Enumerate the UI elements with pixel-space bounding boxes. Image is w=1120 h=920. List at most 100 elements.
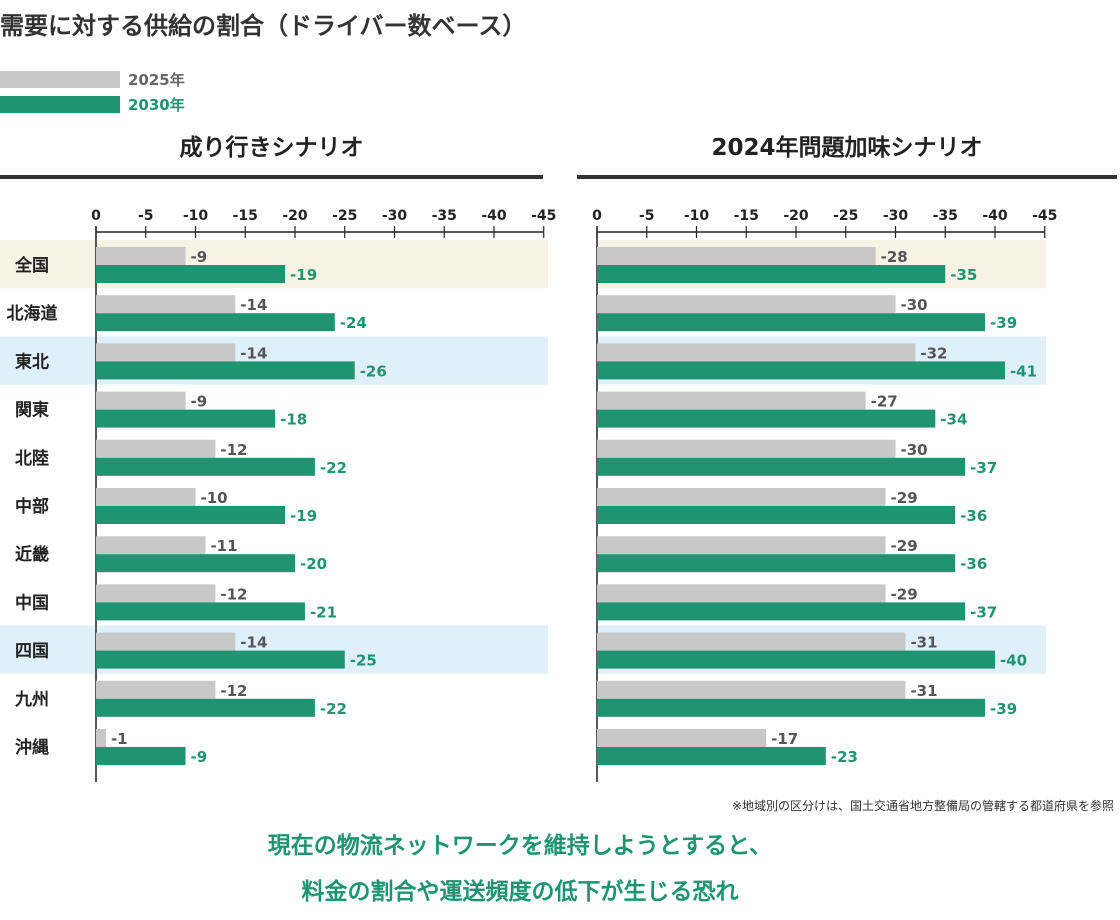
bar-value-label: -41 bbox=[1010, 362, 1037, 380]
bar-2025 bbox=[597, 632, 906, 651]
bar-value-label: -37 bbox=[970, 603, 997, 621]
bar-2025 bbox=[96, 343, 236, 362]
bar-2025 bbox=[96, 584, 216, 603]
bar-value-label: -39 bbox=[990, 314, 1017, 332]
bar-value-label: -29 bbox=[891, 537, 918, 555]
bar-value-label: -20 bbox=[300, 555, 327, 573]
bar-value-label: -36 bbox=[960, 555, 987, 573]
message-line-1: 現在の物流ネットワークを維持しようとすると、 bbox=[267, 833, 773, 859]
bar-2030 bbox=[96, 698, 315, 717]
bar-value-label: -39 bbox=[990, 700, 1017, 718]
legend-item-2030: 2030年 bbox=[0, 93, 185, 115]
bar-value-label: -36 bbox=[960, 507, 987, 525]
bar-2030 bbox=[597, 602, 966, 621]
x-tick-label: -30 bbox=[883, 208, 909, 224]
x-tick-label: -40 bbox=[481, 208, 507, 224]
x-tick-label: -5 bbox=[138, 208, 154, 224]
bar-value-label: -30 bbox=[901, 296, 928, 314]
legend: 2025年 2030年 bbox=[0, 68, 185, 118]
bar-2030 bbox=[597, 457, 966, 476]
category-label: 中部 bbox=[15, 496, 49, 517]
bar-value-label: -40 bbox=[1000, 652, 1027, 670]
bar-2030 bbox=[597, 554, 956, 573]
bar-value-label: -31 bbox=[910, 634, 937, 652]
category-label: 四国 bbox=[15, 642, 49, 662]
bar-2025 bbox=[96, 632, 236, 651]
bar-2025 bbox=[597, 439, 896, 458]
bar-value-label: -22 bbox=[320, 700, 347, 718]
category-label: 関東 bbox=[15, 400, 49, 421]
category-label: 中国 bbox=[15, 592, 49, 613]
bar-value-label: -32 bbox=[920, 344, 947, 362]
bar-value-label: -9 bbox=[191, 748, 208, 766]
bar-2030 bbox=[96, 409, 276, 428]
x-tick-label: -25 bbox=[833, 208, 858, 224]
bar-2030 bbox=[96, 265, 286, 283]
x-tick-label: -20 bbox=[783, 208, 809, 224]
category-label: 沖縄 bbox=[15, 737, 49, 758]
bar-2025 bbox=[597, 488, 886, 506]
panel-header-rule bbox=[577, 175, 1117, 179]
bar-2030 bbox=[96, 602, 305, 621]
bar-value-label: -27 bbox=[871, 393, 898, 411]
bar-value-label: -1 bbox=[111, 730, 128, 748]
bar-value-label: -12 bbox=[220, 441, 247, 459]
footnote: ※地域別の区分けは、国土交通省地方整備局の管轄する都道府県を参照 bbox=[731, 799, 1114, 813]
legend-swatch-2030 bbox=[0, 95, 120, 113]
bar-value-label: -11 bbox=[210, 537, 237, 555]
bar-2025 bbox=[96, 391, 186, 410]
bar-value-label: -9 bbox=[191, 393, 208, 411]
bar-2025 bbox=[96, 680, 216, 699]
x-tick-label: -35 bbox=[432, 208, 457, 224]
x-tick-label: -20 bbox=[282, 208, 308, 224]
bar-2030 bbox=[96, 506, 286, 524]
panel-header-rule bbox=[0, 175, 543, 179]
bar-2025 bbox=[96, 536, 206, 555]
bar-2025 bbox=[597, 391, 866, 410]
x-tick-label: -25 bbox=[332, 208, 357, 224]
bar-value-label: -34 bbox=[940, 411, 967, 429]
x-tick-label: -5 bbox=[639, 208, 655, 224]
bar-value-label: -14 bbox=[240, 634, 267, 652]
x-tick-label: -10 bbox=[684, 208, 710, 224]
bar-2030 bbox=[597, 265, 946, 283]
bar-value-label: -24 bbox=[340, 314, 367, 332]
x-tick-label: -30 bbox=[382, 208, 408, 224]
bar-2025 bbox=[597, 729, 767, 747]
bar-value-label: -35 bbox=[950, 266, 977, 284]
bar-2025 bbox=[597, 247, 876, 265]
bar-value-label: -37 bbox=[970, 459, 997, 477]
bar-2025 bbox=[597, 343, 916, 362]
bar-2025 bbox=[96, 295, 236, 314]
category-label: 北海道 bbox=[7, 303, 58, 324]
bar-value-label: -10 bbox=[201, 489, 228, 507]
bar-2025 bbox=[597, 536, 886, 555]
bar-2030 bbox=[96, 747, 186, 765]
bar-value-label: -12 bbox=[220, 585, 247, 603]
category-label: 北陸 bbox=[15, 448, 49, 469]
bar-2030 bbox=[597, 698, 986, 717]
x-tick-label: -15 bbox=[233, 208, 258, 224]
bar-2030 bbox=[597, 313, 986, 332]
bar-2025 bbox=[96, 439, 216, 458]
bar-value-label: -29 bbox=[891, 489, 918, 507]
bar-2025 bbox=[597, 295, 896, 314]
legend-swatch-2025 bbox=[0, 70, 120, 88]
bar-2030 bbox=[96, 554, 295, 573]
panel-title: 2024年問題加味シナリオ bbox=[711, 134, 982, 161]
x-tick-label: -45 bbox=[1032, 208, 1057, 224]
bar-2030 bbox=[96, 650, 345, 669]
legend-item-2025: 2025年 bbox=[0, 68, 185, 90]
bar-value-label: -19 bbox=[290, 266, 317, 284]
category-label: 東北 bbox=[15, 351, 49, 372]
x-tick-label: -35 bbox=[933, 208, 958, 224]
bar-value-label: -26 bbox=[360, 362, 387, 380]
bar-2030 bbox=[597, 747, 826, 765]
x-tick-label: -45 bbox=[531, 208, 556, 224]
bar-value-label: -30 bbox=[901, 441, 928, 459]
bar-value-label: -17 bbox=[771, 730, 798, 748]
bar-2030 bbox=[96, 313, 335, 332]
x-tick-label: -15 bbox=[734, 208, 759, 224]
bar-value-label: -14 bbox=[240, 296, 267, 314]
